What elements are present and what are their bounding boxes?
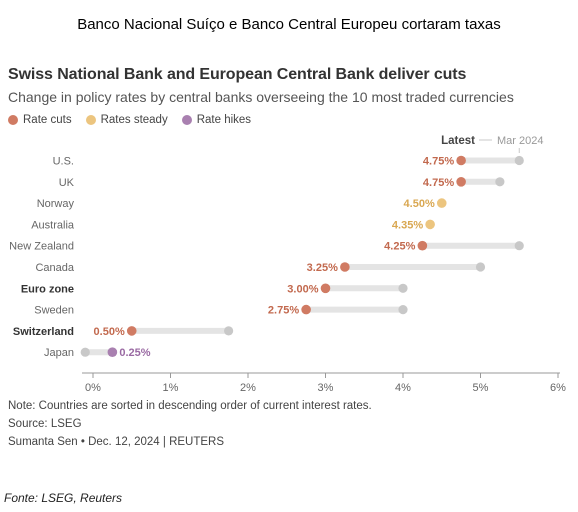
latest-rate-point [425,219,435,230]
page-title: Banco Nacional Suíço e Banco Central Eur… [77,16,501,33]
previous-rate-point [224,326,234,336]
legend-label: Rate cuts [23,114,72,126]
x-tick-label: 3% [318,382,334,394]
chart-subtitle: Change in policy rates by central banks … [8,89,514,105]
value-label: 0.25% [119,347,150,359]
image-source: Fonte: LSEG, Reuters [4,491,123,505]
dumbbell-chart: Latest Mar 2024 0% 1% 2% 3% 4% 5% 6% U.S. 4.75% UK 4… [9,135,566,394]
latest-rate-point [340,262,350,272]
previous-rate-point [398,305,408,315]
latest-rate-point [436,198,447,208]
legend-item-rate-cuts: Rate cuts [8,114,72,126]
country-label: Australia [31,219,75,231]
country-label: Switzerland [13,326,74,338]
chart-byline: Sumanta Sen • Dec. 12, 2024 | REUTERS [8,436,225,448]
x-tick-label: 1% [163,382,179,394]
x-tick-label: 2% [240,382,256,394]
legend-label: Rate hikes [196,114,252,126]
column-label-latest: Latest [441,135,475,147]
country-label: U.S. [53,156,74,168]
x-tick-label: 4% [395,382,411,394]
legend-dot-icon [8,115,18,125]
previous-rate-point [495,177,505,187]
value-label: 3.25% [307,262,338,274]
chart-note: Note: Countries are sorted in descending… [8,400,372,412]
previous-rate-point [514,241,524,251]
latest-rate-point [107,347,118,358]
legend-label: Rates steady [100,114,168,126]
value-label: 2.75% [268,305,299,317]
previous-rate-point [514,155,524,166]
legend-item-rate-hikes: Rate hikes [181,114,252,126]
value-label: 4.75% [423,156,454,168]
value-label: 4.75% [423,177,454,189]
latest-rate-point [456,155,466,166]
x-tick-label: 0% [85,382,101,394]
legend-item-rates-steady: Rates steady [85,114,168,126]
latest-rate-point [320,283,331,294]
column-label-previous: Mar 2024 [497,135,543,147]
value-label: 4.25% [384,241,415,253]
chart-title: Swiss National Bank and European Central… [8,66,467,83]
previous-rate-point [398,283,408,293]
country-label: Norway [37,198,75,210]
value-label: 4.35% [392,219,423,231]
value-label: 3.00% [287,283,318,295]
chart-source: Source: LSEG [8,418,82,430]
country-label: Canada [35,262,74,274]
previous-rate-point [80,347,90,357]
x-tick-label: 5% [473,382,489,394]
previous-rate-point [475,262,486,272]
country-label: New Zealand [9,241,74,253]
country-label: Japan [44,347,74,359]
country-label: Sweden [34,305,74,317]
latest-rate-point [456,177,466,187]
legend-dot-icon [181,115,192,125]
legend-dot-icon [85,115,96,125]
country-label: UK [59,177,75,189]
latest-rate-point [301,304,311,315]
country-label: Euro zone [21,283,74,295]
x-tick-label: 6% [550,382,566,394]
legend: Rate cuts Rates steady Rate hikes [8,114,251,126]
value-label: 0.50% [94,326,125,338]
latest-rate-point [417,240,428,251]
latest-rate-point [126,326,137,336]
value-label: 4.50% [404,198,435,210]
